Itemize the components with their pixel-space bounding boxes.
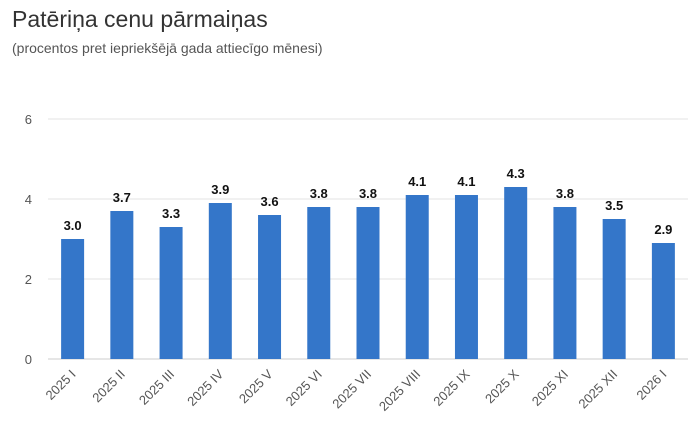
y-tick-label: 2 xyxy=(25,272,32,287)
x-tick-label: 2025 X xyxy=(482,366,522,406)
x-tick-label: 2025 VIII xyxy=(376,367,423,414)
x-tick-label: 2025 VI xyxy=(283,367,325,409)
bar[interactable] xyxy=(208,203,232,359)
data-label: 4.3 xyxy=(507,166,525,181)
x-tick-label: 2026 I xyxy=(633,367,669,403)
x-tick-label: 2025 III xyxy=(136,367,177,408)
bar[interactable] xyxy=(504,187,528,359)
data-label: 3.3 xyxy=(162,206,180,221)
x-tick-label: 2025 VII xyxy=(329,367,374,412)
bars xyxy=(61,187,675,359)
bar[interactable] xyxy=(61,239,85,359)
chart-title: Patēriņa cenu pārmaiņas xyxy=(12,6,268,32)
bar[interactable] xyxy=(307,207,331,359)
bar[interactable] xyxy=(159,227,183,359)
data-label: 3.8 xyxy=(310,186,328,201)
y-axis: 0 2 4 6 xyxy=(25,112,32,367)
bar[interactable] xyxy=(110,211,134,359)
x-axis: 2025 I 2025 II 2025 III 2025 IV 2025 V 2025 V… xyxy=(43,366,670,414)
data-label: 2.9 xyxy=(654,222,672,237)
data-label: 3.8 xyxy=(556,186,574,201)
bar[interactable] xyxy=(651,243,675,359)
bar[interactable] xyxy=(258,215,282,359)
data-label: 3.0 xyxy=(64,218,82,233)
x-tick-label: 2025 I xyxy=(43,367,79,403)
x-tick-label: 2025 IV xyxy=(184,366,227,409)
data-label: 3.9 xyxy=(211,182,229,197)
data-label: 3.5 xyxy=(605,198,623,213)
bar[interactable] xyxy=(602,219,626,359)
bar[interactable] xyxy=(454,195,478,359)
data-label: 3.6 xyxy=(260,194,278,209)
data-label: 4.1 xyxy=(408,174,426,189)
chart-subtitle: (procentos pret iepriekšējā gada attiecī… xyxy=(12,40,323,56)
y-tick-label: 6 xyxy=(25,112,32,127)
bar[interactable] xyxy=(553,207,577,359)
x-tick-label: 2025 XI xyxy=(529,367,571,409)
data-label: 3.7 xyxy=(113,190,131,205)
bar[interactable] xyxy=(356,207,380,359)
x-tick-label: 2025 IX xyxy=(430,366,473,409)
y-tick-label: 4 xyxy=(25,192,32,207)
bar[interactable] xyxy=(405,195,429,359)
x-tick-label: 2025 XII xyxy=(575,367,620,412)
x-tick-label: 2025 II xyxy=(89,367,128,406)
y-tick-label: 0 xyxy=(25,352,32,367)
x-tick-label: 2025 V xyxy=(236,366,276,406)
data-labels: 3.0 3.7 3.3 3.9 3.6 3.8 3.8 4.1 4.1 4.3 3.8 3.5 2.9 xyxy=(64,166,673,237)
data-label: 4.1 xyxy=(457,174,475,189)
data-label: 3.8 xyxy=(359,186,377,201)
